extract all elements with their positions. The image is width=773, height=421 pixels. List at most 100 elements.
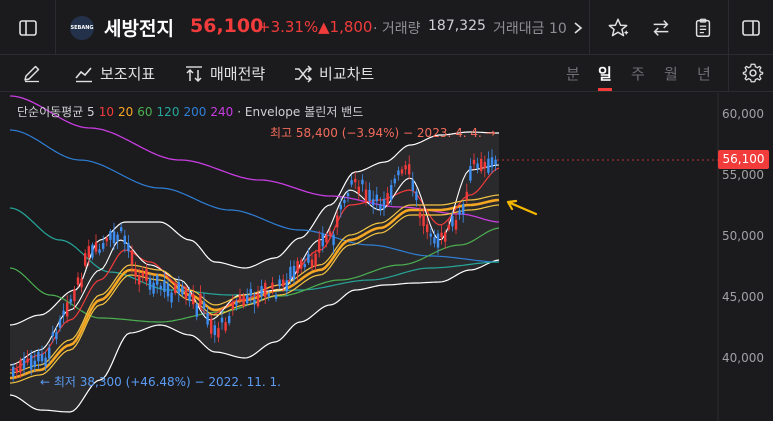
candle-body [58, 319, 62, 328]
indicators-button[interactable]: 보조지표 [74, 63, 155, 84]
candle-body [256, 294, 260, 307]
chevron-right-icon [574, 21, 583, 34]
favorite-button[interactable] [595, 0, 640, 55]
company-logo: SEBANG [70, 16, 94, 40]
header-divider [728, 0, 729, 55]
candle-body [199, 294, 202, 306]
candle-body [102, 243, 105, 249]
period-day-tab[interactable]: 일 [598, 65, 612, 83]
period-year-tab[interactable]: 년 [697, 65, 711, 83]
candle-body [159, 285, 162, 290]
candle-body [325, 235, 328, 243]
memo-button[interactable] [680, 0, 725, 55]
candle-body [390, 185, 393, 200]
strategy-button[interactable]: 매매전략 [184, 63, 265, 84]
candle-body [177, 281, 180, 294]
right-panel-toggle-button[interactable] [728, 0, 773, 55]
candle-body [148, 278, 152, 290]
current-price-tag: 56,100 [718, 150, 769, 169]
period-week-tab[interactable]: 주 [631, 65, 645, 83]
strategy-label: 매매전략 [210, 65, 266, 83]
candle-body [476, 163, 479, 169]
compare-label: 비교차트 [319, 65, 375, 83]
ma-legend-10: 10 [98, 105, 114, 119]
candle-body [184, 287, 188, 300]
candle-body [422, 215, 425, 226]
candle-body [310, 259, 314, 268]
swap-arrows-icon [653, 19, 668, 36]
header-scroll-right-button[interactable] [567, 0, 589, 55]
header-divider [55, 0, 56, 55]
compare-button[interactable]: 비교차트 [293, 63, 374, 84]
candle-body [289, 266, 292, 280]
candlestick-chart[interactable] [0, 93, 773, 421]
candle-body [462, 204, 465, 215]
panel-right-icon [741, 19, 760, 36]
candle-body [397, 170, 400, 176]
candle-body [152, 282, 155, 294]
up-down-arrows-icon [186, 65, 202, 82]
candle-body [105, 238, 108, 242]
candle-body [458, 210, 461, 215]
period-month-tab[interactable]: 월 [664, 65, 678, 83]
candle-body [138, 274, 141, 285]
candle-body [379, 204, 382, 210]
y-axis-tick: 60,000 [722, 107, 764, 121]
y-axis-tick: 45,000 [722, 290, 764, 304]
candle-body [73, 289, 76, 302]
candle-body [253, 299, 256, 305]
candle-body [33, 360, 36, 367]
candle-body [12, 366, 15, 377]
candle-body [465, 191, 468, 200]
candle-body [145, 268, 148, 281]
candle-body [242, 295, 245, 307]
candle-body [440, 232, 443, 238]
bollinger-lower-line [9, 259, 500, 413]
candle-body [260, 286, 263, 297]
candle-body [213, 325, 216, 336]
bollinger-band-fill [10, 132, 499, 412]
ma-legend-120: 120 [156, 105, 180, 119]
candle-body [382, 199, 386, 209]
candle-body [30, 355, 33, 370]
indicator-legend: 단순이동평균 5 10 20 60 120 200 240 · Envelope 볼린저 밴드 [17, 103, 367, 120]
candle-body [202, 301, 206, 309]
sidebar-toggle-button[interactable] [0, 0, 55, 55]
swap-button[interactable] [638, 0, 683, 55]
y-axis-tick: 55,000 [722, 168, 764, 182]
ma-legend-240: 240 [210, 105, 234, 119]
candle-body [408, 164, 411, 175]
candle-body [494, 159, 497, 165]
drawing-tool-button[interactable] [22, 63, 48, 83]
bollinger-legend: 볼린저 밴드 [304, 105, 364, 119]
candle-body [307, 253, 310, 263]
period-minute-tab[interactable]: 분 [566, 65, 580, 83]
candle-body [418, 212, 422, 218]
ma-240-line [9, 95, 500, 223]
candle-body [429, 233, 432, 237]
candle-body [220, 317, 224, 323]
candle-body [188, 294, 191, 302]
candle-body [303, 264, 306, 268]
candle-body [15, 369, 18, 373]
candle-body [447, 224, 450, 230]
candle-body [116, 234, 119, 241]
change-percent: +3.31% [258, 18, 319, 36]
trend-chart-icon [75, 66, 92, 82]
candle-body [170, 292, 173, 303]
indicators-label: 보조지표 [100, 65, 156, 83]
candle-body [141, 272, 144, 277]
candle-body [112, 231, 116, 244]
ma-200-line [9, 129, 500, 263]
candle-body [195, 304, 198, 317]
ma-legend-60: 60 [137, 105, 153, 119]
candle-body [210, 319, 213, 334]
current-price: 56,100 [190, 15, 264, 37]
candle-body [166, 283, 170, 297]
candle-body [361, 179, 364, 185]
panel-left-icon [18, 19, 37, 36]
candle-body [98, 249, 101, 253]
chart-settings-button[interactable] [742, 62, 770, 84]
gear-icon [742, 63, 764, 83]
candle-body [487, 158, 490, 173]
